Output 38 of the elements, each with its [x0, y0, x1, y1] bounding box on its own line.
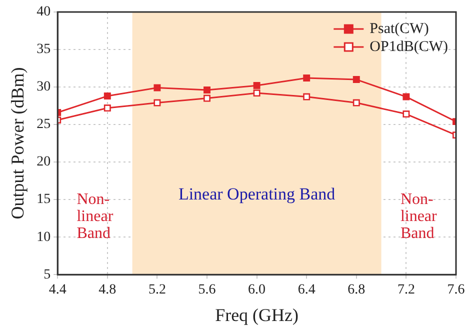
point	[104, 92, 111, 100]
y-tick-label: 40	[36, 4, 51, 20]
point	[352, 99, 360, 106]
legend-label: OP1dB(CW)	[370, 38, 448, 55]
point	[303, 93, 310, 100]
point	[352, 76, 360, 84]
x-tick-label: 4.4	[48, 282, 66, 298]
y-tick-label: 30	[36, 80, 51, 95]
y-tick-label: 10	[36, 230, 51, 245]
point	[402, 93, 410, 100]
band-label: Linear Operating Band	[178, 184, 336, 204]
x-tick-label: 6.4	[298, 282, 316, 298]
x-axis-title: Freq (GHz)	[215, 304, 299, 325]
y-tick-label: 15	[36, 192, 51, 208]
x-tick-label: 7.6	[447, 282, 465, 298]
x-tick-label: 5.6	[198, 282, 216, 298]
y-axis-title: Output Power (dBm)	[8, 67, 28, 220]
x-tick-label: 5.2	[148, 282, 166, 298]
point	[104, 104, 111, 112]
x-tick-label: 6.0	[248, 282, 266, 298]
point	[303, 74, 310, 82]
annotation: Non-linear Band	[400, 191, 438, 242]
annotation: Non-linear Band	[76, 191, 114, 242]
x-tick-label: 6.8	[348, 282, 366, 298]
y-tick-label: 25	[36, 117, 51, 132]
point	[204, 94, 210, 102]
y-tick-label: 20	[36, 154, 51, 170]
point	[154, 99, 161, 106]
point	[204, 86, 210, 94]
x-tick-label: 4.8	[98, 282, 116, 298]
point	[402, 110, 410, 118]
point	[154, 84, 161, 92]
y-tick-label: 35	[36, 42, 51, 58]
legend-label: Psat(CW)	[370, 20, 429, 37]
x-tick-label: 7.2	[397, 282, 415, 298]
point	[253, 90, 260, 97]
point	[253, 82, 260, 90]
y-tick-label: 5	[44, 267, 51, 282]
